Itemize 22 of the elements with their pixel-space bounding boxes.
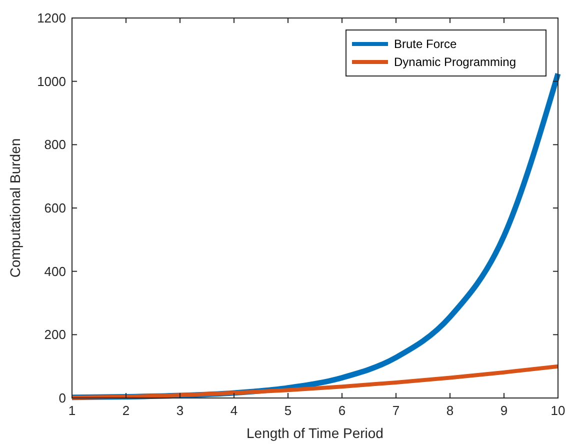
x-tick-label: 5	[284, 403, 292, 418]
y-tick-label: 800	[44, 137, 66, 152]
x-tick-label: 1	[68, 403, 76, 418]
x-tick-label: 8	[446, 403, 454, 418]
y-axis-title: Computational Burden	[7, 138, 23, 278]
x-tick-label: 4	[230, 403, 238, 418]
legend-label: Brute Force	[394, 37, 458, 51]
x-tick-label: 9	[500, 403, 508, 418]
y-tick-label: 200	[44, 327, 66, 342]
x-tick-label: 6	[338, 403, 346, 418]
x-tick-label: 10	[550, 403, 566, 418]
x-tick-label: 7	[392, 403, 400, 418]
x-axis-title: Length of Time Period	[246, 425, 384, 441]
y-tick-label: 1000	[37, 74, 66, 89]
y-tick-label: 400	[44, 264, 66, 279]
legend-label: Dynamic Programming	[394, 55, 516, 69]
y-tick-label: 0	[58, 390, 66, 406]
x-tick-label: 2	[122, 403, 130, 418]
y-tick-label: 600	[44, 200, 66, 216]
x-tick-label: 3	[176, 403, 184, 418]
y-tick-label: 1200	[37, 10, 66, 26]
line-series	[70, 364, 560, 400]
